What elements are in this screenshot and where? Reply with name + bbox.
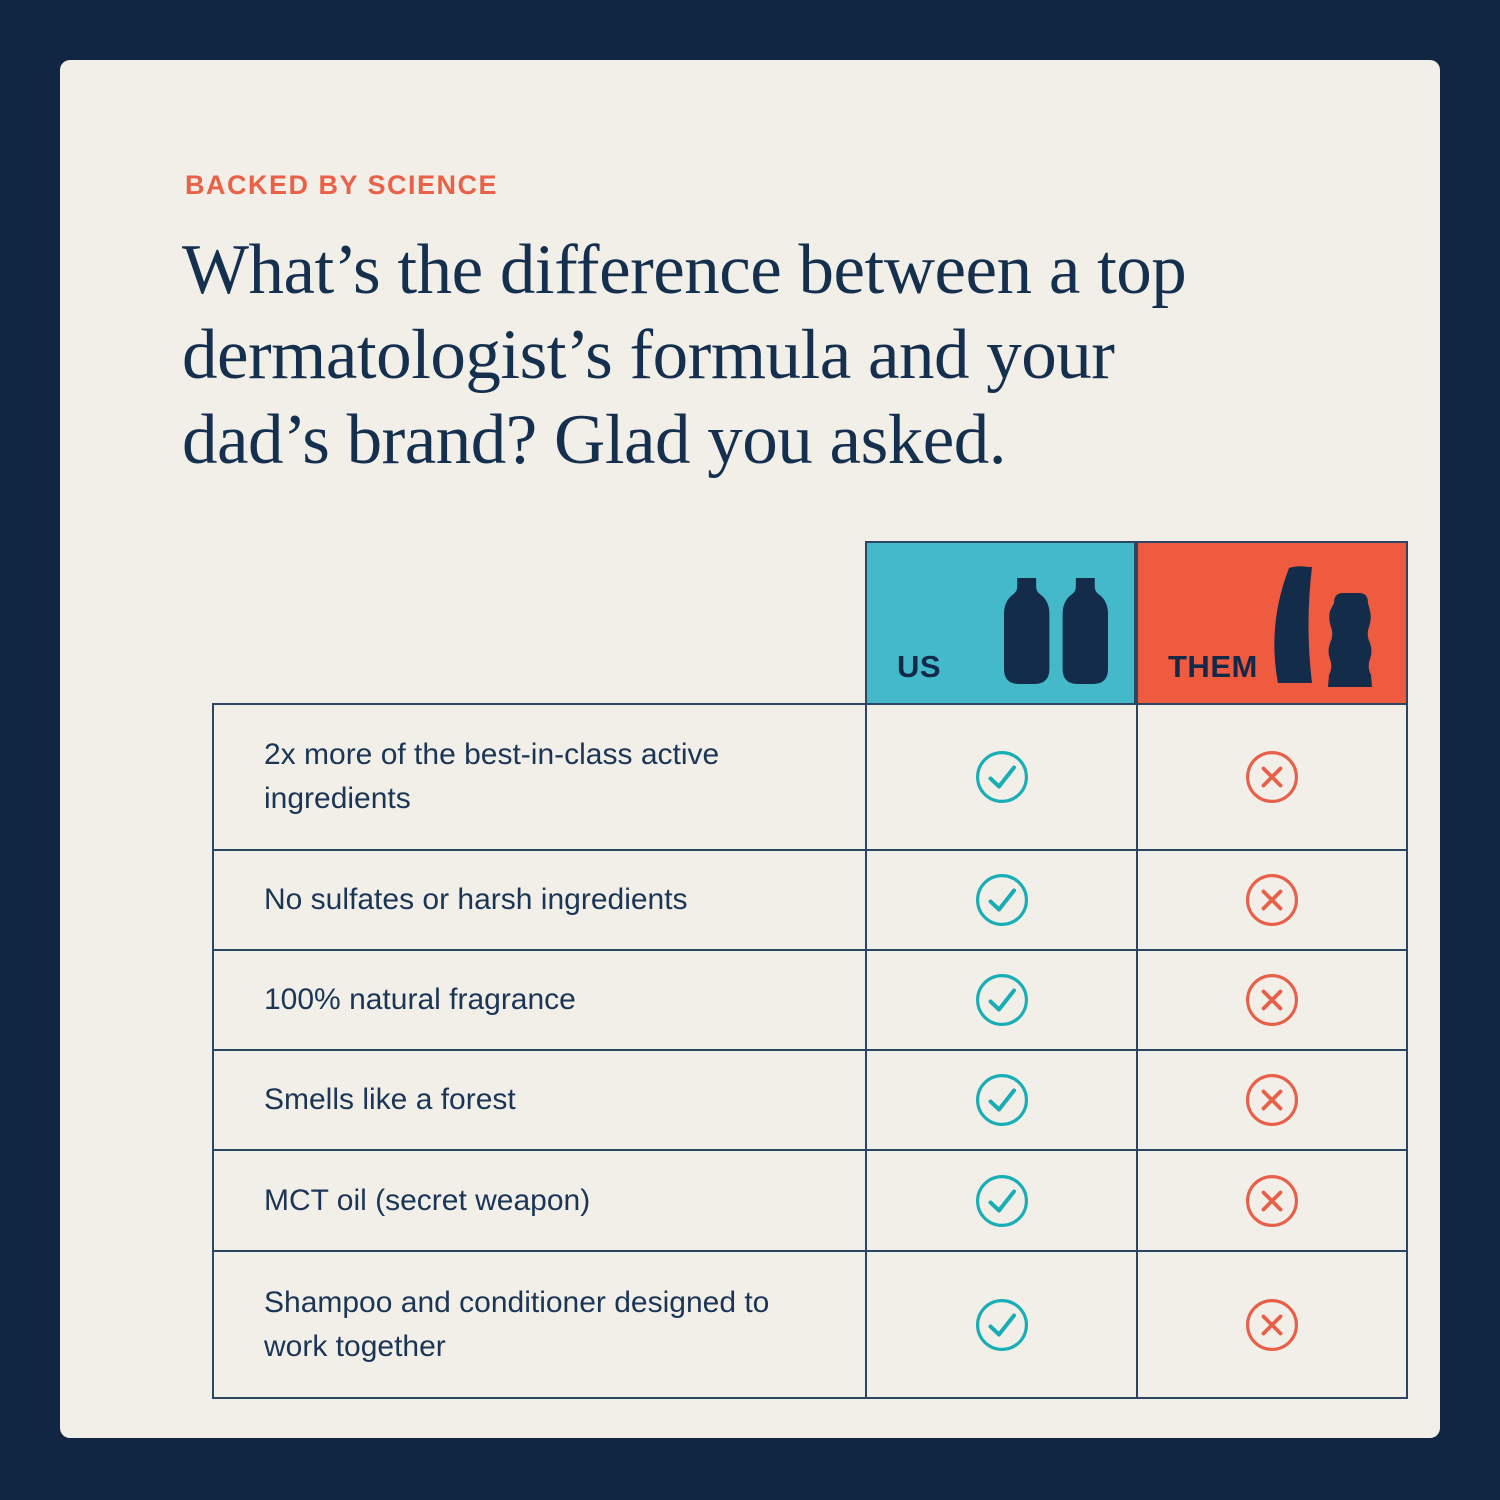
- feature-cell: MCT oil (secret weapon): [214, 1151, 865, 1250]
- column-label-them: THEM: [1168, 649, 1258, 684]
- them-mark-cell: [1136, 705, 1406, 849]
- check-icon: [975, 1074, 1028, 1126]
- feature-text: Shampoo and conditioner designed to work…: [264, 1285, 770, 1363]
- eyebrow-label: BACKED BY SCIENCE: [185, 170, 499, 200]
- feature-cell: Smells like a forest: [214, 1051, 865, 1149]
- table-row: Smells like a forest: [214, 1049, 1406, 1149]
- content-panel: BACKED BY SCIENCE What’s the difference …: [60, 60, 1440, 1438]
- two-round-bottles-icon: [1004, 578, 1108, 684]
- feature-cell: Shampoo and conditioner designed to work…: [214, 1252, 865, 1397]
- check-icon: [975, 751, 1028, 803]
- check-icon: [975, 974, 1028, 1026]
- x-icon: [1246, 1174, 1298, 1227]
- check-icon: [975, 1174, 1028, 1227]
- feature-cell: 2x more of the best-in-class active ingr…: [214, 705, 865, 849]
- page-title: What’s the difference between a top derm…: [182, 231, 1187, 479]
- table-row: MCT oil (secret weapon): [214, 1149, 1406, 1250]
- feature-text: 100% natural fragrance: [264, 983, 576, 1016]
- them-mark-cell: [1136, 1051, 1406, 1149]
- column-label-us: US: [897, 649, 942, 684]
- x-icon: [1246, 974, 1298, 1026]
- us-mark-cell: [865, 1151, 1136, 1250]
- table-row: 2x more of the best-in-class active ingr…: [214, 705, 1406, 849]
- them-mark-cell: [1136, 1252, 1406, 1397]
- feature-text: Smells like a forest: [264, 1083, 516, 1116]
- feature-text: MCT oil (secret weapon): [264, 1183, 591, 1217]
- feature-text: 2x more of the best-in-class active ingr…: [264, 738, 720, 815]
- them-mark-cell: [1136, 1151, 1406, 1250]
- us-mark-cell: [865, 1051, 1136, 1149]
- x-icon: [1246, 751, 1298, 803]
- two-shampoo-bottles-icon: [1274, 566, 1372, 687]
- check-icon: [975, 1298, 1028, 1351]
- table-row: Shampoo and conditioner designed to work…: [214, 1250, 1406, 1397]
- us-mark-cell: [865, 1252, 1136, 1397]
- check-icon: [975, 874, 1028, 926]
- table-rows: 2x more of the best-in-class active ingr…: [212, 703, 1408, 1399]
- them-mark-cell: [1136, 851, 1406, 949]
- us-mark-cell: [865, 951, 1136, 1049]
- us-mark-cell: [865, 705, 1136, 849]
- us-mark-cell: [865, 851, 1136, 949]
- them-mark-cell: [1136, 951, 1406, 1049]
- table-row: 100% natural fragrance: [214, 949, 1406, 1049]
- x-icon: [1246, 1298, 1298, 1351]
- feature-cell: No sulfates or harsh ingredients: [214, 851, 865, 949]
- table-row: No sulfates or harsh ingredients: [214, 849, 1406, 949]
- column-header-us: US: [865, 541, 1136, 705]
- column-header-them: THEM: [1136, 541, 1408, 705]
- x-icon: [1246, 874, 1298, 926]
- x-icon: [1246, 1074, 1298, 1126]
- feature-text: No sulfates or harsh ingredients: [264, 883, 688, 916]
- feature-cell: 100% natural fragrance: [214, 951, 865, 1049]
